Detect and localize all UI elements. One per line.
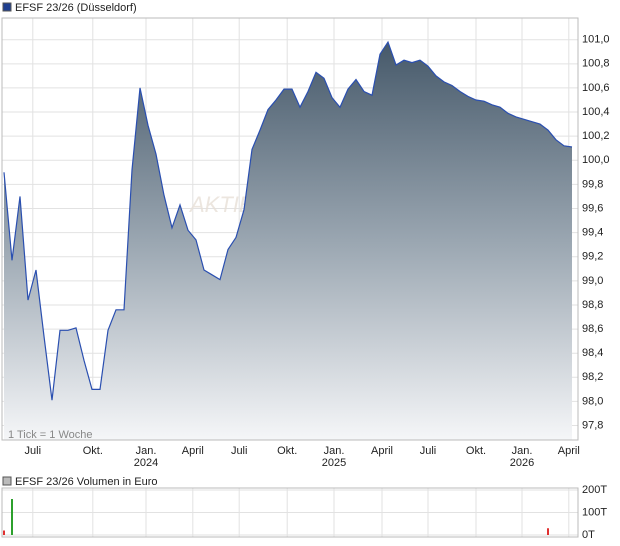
y-tick-label: 100,8 xyxy=(582,58,610,70)
y-tick-label: 97,8 xyxy=(582,419,603,431)
y-tick-label: 99,6 xyxy=(582,202,603,214)
y-tick-label: 98,4 xyxy=(582,347,603,359)
x-tick-label: Juli xyxy=(231,445,248,457)
y-tick-label: 200T xyxy=(582,484,607,496)
plot-border xyxy=(1,487,579,538)
note: 1 Tick = 1 Woche xyxy=(8,429,92,441)
chart-title: EFSF 23/26 (Düsseldorf) xyxy=(15,2,137,14)
volume-bar xyxy=(547,528,549,535)
x-tick-year: 2026 xyxy=(510,457,534,469)
volume-bar xyxy=(11,499,13,535)
y-tick-label: 99,4 xyxy=(582,227,603,239)
x-tick-label: Jan. xyxy=(512,445,533,457)
plot-border xyxy=(1,17,579,441)
x-tick-label: Jan. xyxy=(136,445,157,457)
y-tick-label: 100,6 xyxy=(582,82,610,94)
y-tick-label: 99,8 xyxy=(582,178,603,190)
x-tick-label: Juli xyxy=(25,445,42,457)
area xyxy=(4,42,572,440)
x-tick-label: Okt. xyxy=(466,445,486,457)
line xyxy=(3,40,573,401)
legend-swatch xyxy=(2,476,12,486)
y-tick-label: 99,2 xyxy=(582,251,603,263)
x-tick-label: Okt. xyxy=(83,445,103,457)
x-tick-label: Jan. xyxy=(324,445,345,457)
y-tick-label: 98,0 xyxy=(582,395,603,407)
volume-bar xyxy=(3,530,5,535)
y-tick-label: 101,0 xyxy=(582,34,610,46)
y-tick-label: 99,0 xyxy=(582,275,603,287)
x-tick-label: April xyxy=(182,445,204,457)
y-tick-label: 98,2 xyxy=(582,371,603,383)
x-tick-year: 2025 xyxy=(322,457,346,469)
y-tick-label: 100,2 xyxy=(582,130,610,142)
x-tick-label: Okt. xyxy=(277,445,297,457)
y-tick-label: 100T xyxy=(582,506,607,518)
y-tick-label: 100,0 xyxy=(582,154,610,166)
y-tick-label: 98,8 xyxy=(582,299,603,311)
y-tick-label: 0T xyxy=(582,529,595,541)
x-tick-label: Juli xyxy=(420,445,437,457)
x-tick-year: 2024 xyxy=(134,457,158,469)
x-tick-label: April xyxy=(371,445,393,457)
y-tick-label: 98,6 xyxy=(582,323,603,335)
y-tick-label: 100,4 xyxy=(582,106,610,118)
legend-swatch xyxy=(2,2,12,12)
x-tick-label: April xyxy=(558,445,580,457)
chart-title: EFSF 23/26 Volumen in Euro xyxy=(15,476,157,488)
